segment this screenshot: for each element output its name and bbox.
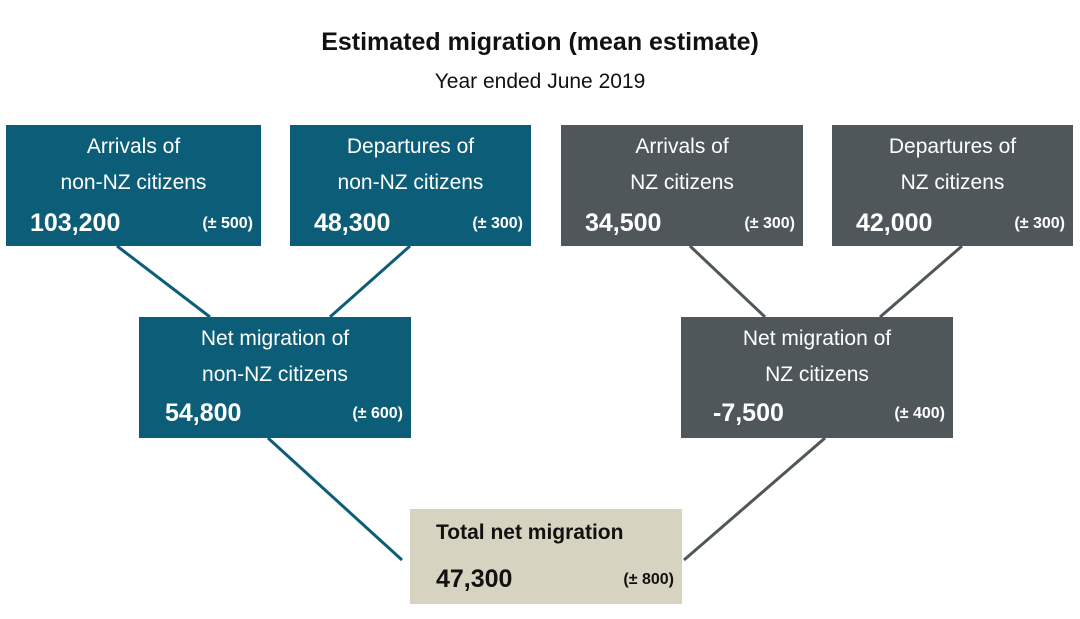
net-nz-value: -7,500 bbox=[713, 399, 784, 427]
departures-nz-box: Departures of NZ citizens 42,000 (± 300) bbox=[832, 125, 1073, 246]
net-non-nz-box: Net migration of non-NZ citizens 54,800 … bbox=[139, 317, 411, 438]
net-nz-box: Net migration of NZ citizens -7,500 (± 4… bbox=[681, 317, 953, 438]
arrivals-non-nz-label-line1: Arrivals of bbox=[86, 135, 181, 158]
arrivals-non-nz-ci: (± 500) bbox=[202, 215, 253, 232]
connector-arrivals-non-nz-to-net bbox=[116, 244, 211, 319]
arrivals-nz-label-line1: Arrivals of bbox=[635, 135, 729, 158]
total-net-migration-label: Total net migration bbox=[436, 521, 624, 544]
arrivals-non-nz-label: Arrivals of non-NZ citizens bbox=[6, 129, 261, 201]
total-net-migration-ci: (± 800) bbox=[623, 571, 674, 588]
arrivals-nz-box: Arrivals of NZ citizens 34,500 (± 300) bbox=[561, 125, 803, 246]
departures-non-nz-label: Departures of non-NZ citizens bbox=[290, 129, 531, 201]
connector-departures-nz-to-net bbox=[879, 244, 963, 319]
total-net-migration-value: 47,300 bbox=[436, 565, 513, 593]
departures-non-nz-label-line1: Departures of bbox=[346, 135, 475, 158]
total-net-migration-box: Total net migration 47,300 (± 800) bbox=[410, 509, 682, 604]
diagram-title: Estimated migration (mean estimate) bbox=[321, 28, 759, 56]
arrivals-nz-value: 34,500 bbox=[585, 209, 662, 237]
arrivals-nz-ci: (± 300) bbox=[744, 215, 795, 232]
departures-non-nz-box: Departures of non-NZ citizens 48,300 (± … bbox=[290, 125, 531, 246]
departures-non-nz-ci: (± 300) bbox=[472, 215, 523, 232]
net-nz-label-line2: NZ citizens bbox=[765, 363, 869, 386]
connector-departures-non-nz-to-net bbox=[329, 244, 411, 319]
diagram-subtitle: Year ended June 2019 bbox=[434, 70, 646, 93]
arrivals-non-nz-value: 103,200 bbox=[30, 209, 121, 237]
net-non-nz-label-line1: Net migration of bbox=[200, 327, 350, 350]
arrivals-non-nz-label-line2: non-NZ citizens bbox=[60, 171, 207, 194]
net-nz-label: Net migration of NZ citizens bbox=[681, 321, 953, 393]
arrivals-nz-label-line2: NZ citizens bbox=[630, 171, 734, 194]
connector-net-nz-to-total bbox=[683, 436, 826, 562]
connector-net-non-nz-to-total bbox=[266, 436, 404, 562]
arrivals-nz-label: Arrivals of NZ citizens bbox=[561, 129, 803, 201]
net-non-nz-ci: (± 600) bbox=[352, 405, 403, 422]
net-nz-label-line1: Net migration of bbox=[742, 327, 892, 350]
departures-nz-ci: (± 300) bbox=[1014, 215, 1065, 232]
departures-nz-label-line2: NZ citizens bbox=[900, 171, 1005, 194]
departures-nz-label: Departures of NZ citizens bbox=[832, 129, 1073, 201]
connector-arrivals-nz-to-net bbox=[688, 244, 767, 319]
departures-nz-value: 42,000 bbox=[856, 209, 933, 237]
departures-nz-label-line1: Departures of bbox=[888, 135, 1017, 158]
net-non-nz-value: 54,800 bbox=[165, 399, 242, 427]
departures-non-nz-value: 48,300 bbox=[314, 209, 391, 237]
arrivals-non-nz-box: Arrivals of non-NZ citizens 103,200 (± 5… bbox=[6, 125, 261, 246]
net-nz-ci: (± 400) bbox=[894, 405, 945, 422]
net-non-nz-label: Net migration of non-NZ citizens bbox=[139, 321, 411, 393]
departures-non-nz-label-line2: non-NZ citizens bbox=[337, 171, 484, 194]
net-non-nz-label-line2: non-NZ citizens bbox=[202, 363, 348, 386]
